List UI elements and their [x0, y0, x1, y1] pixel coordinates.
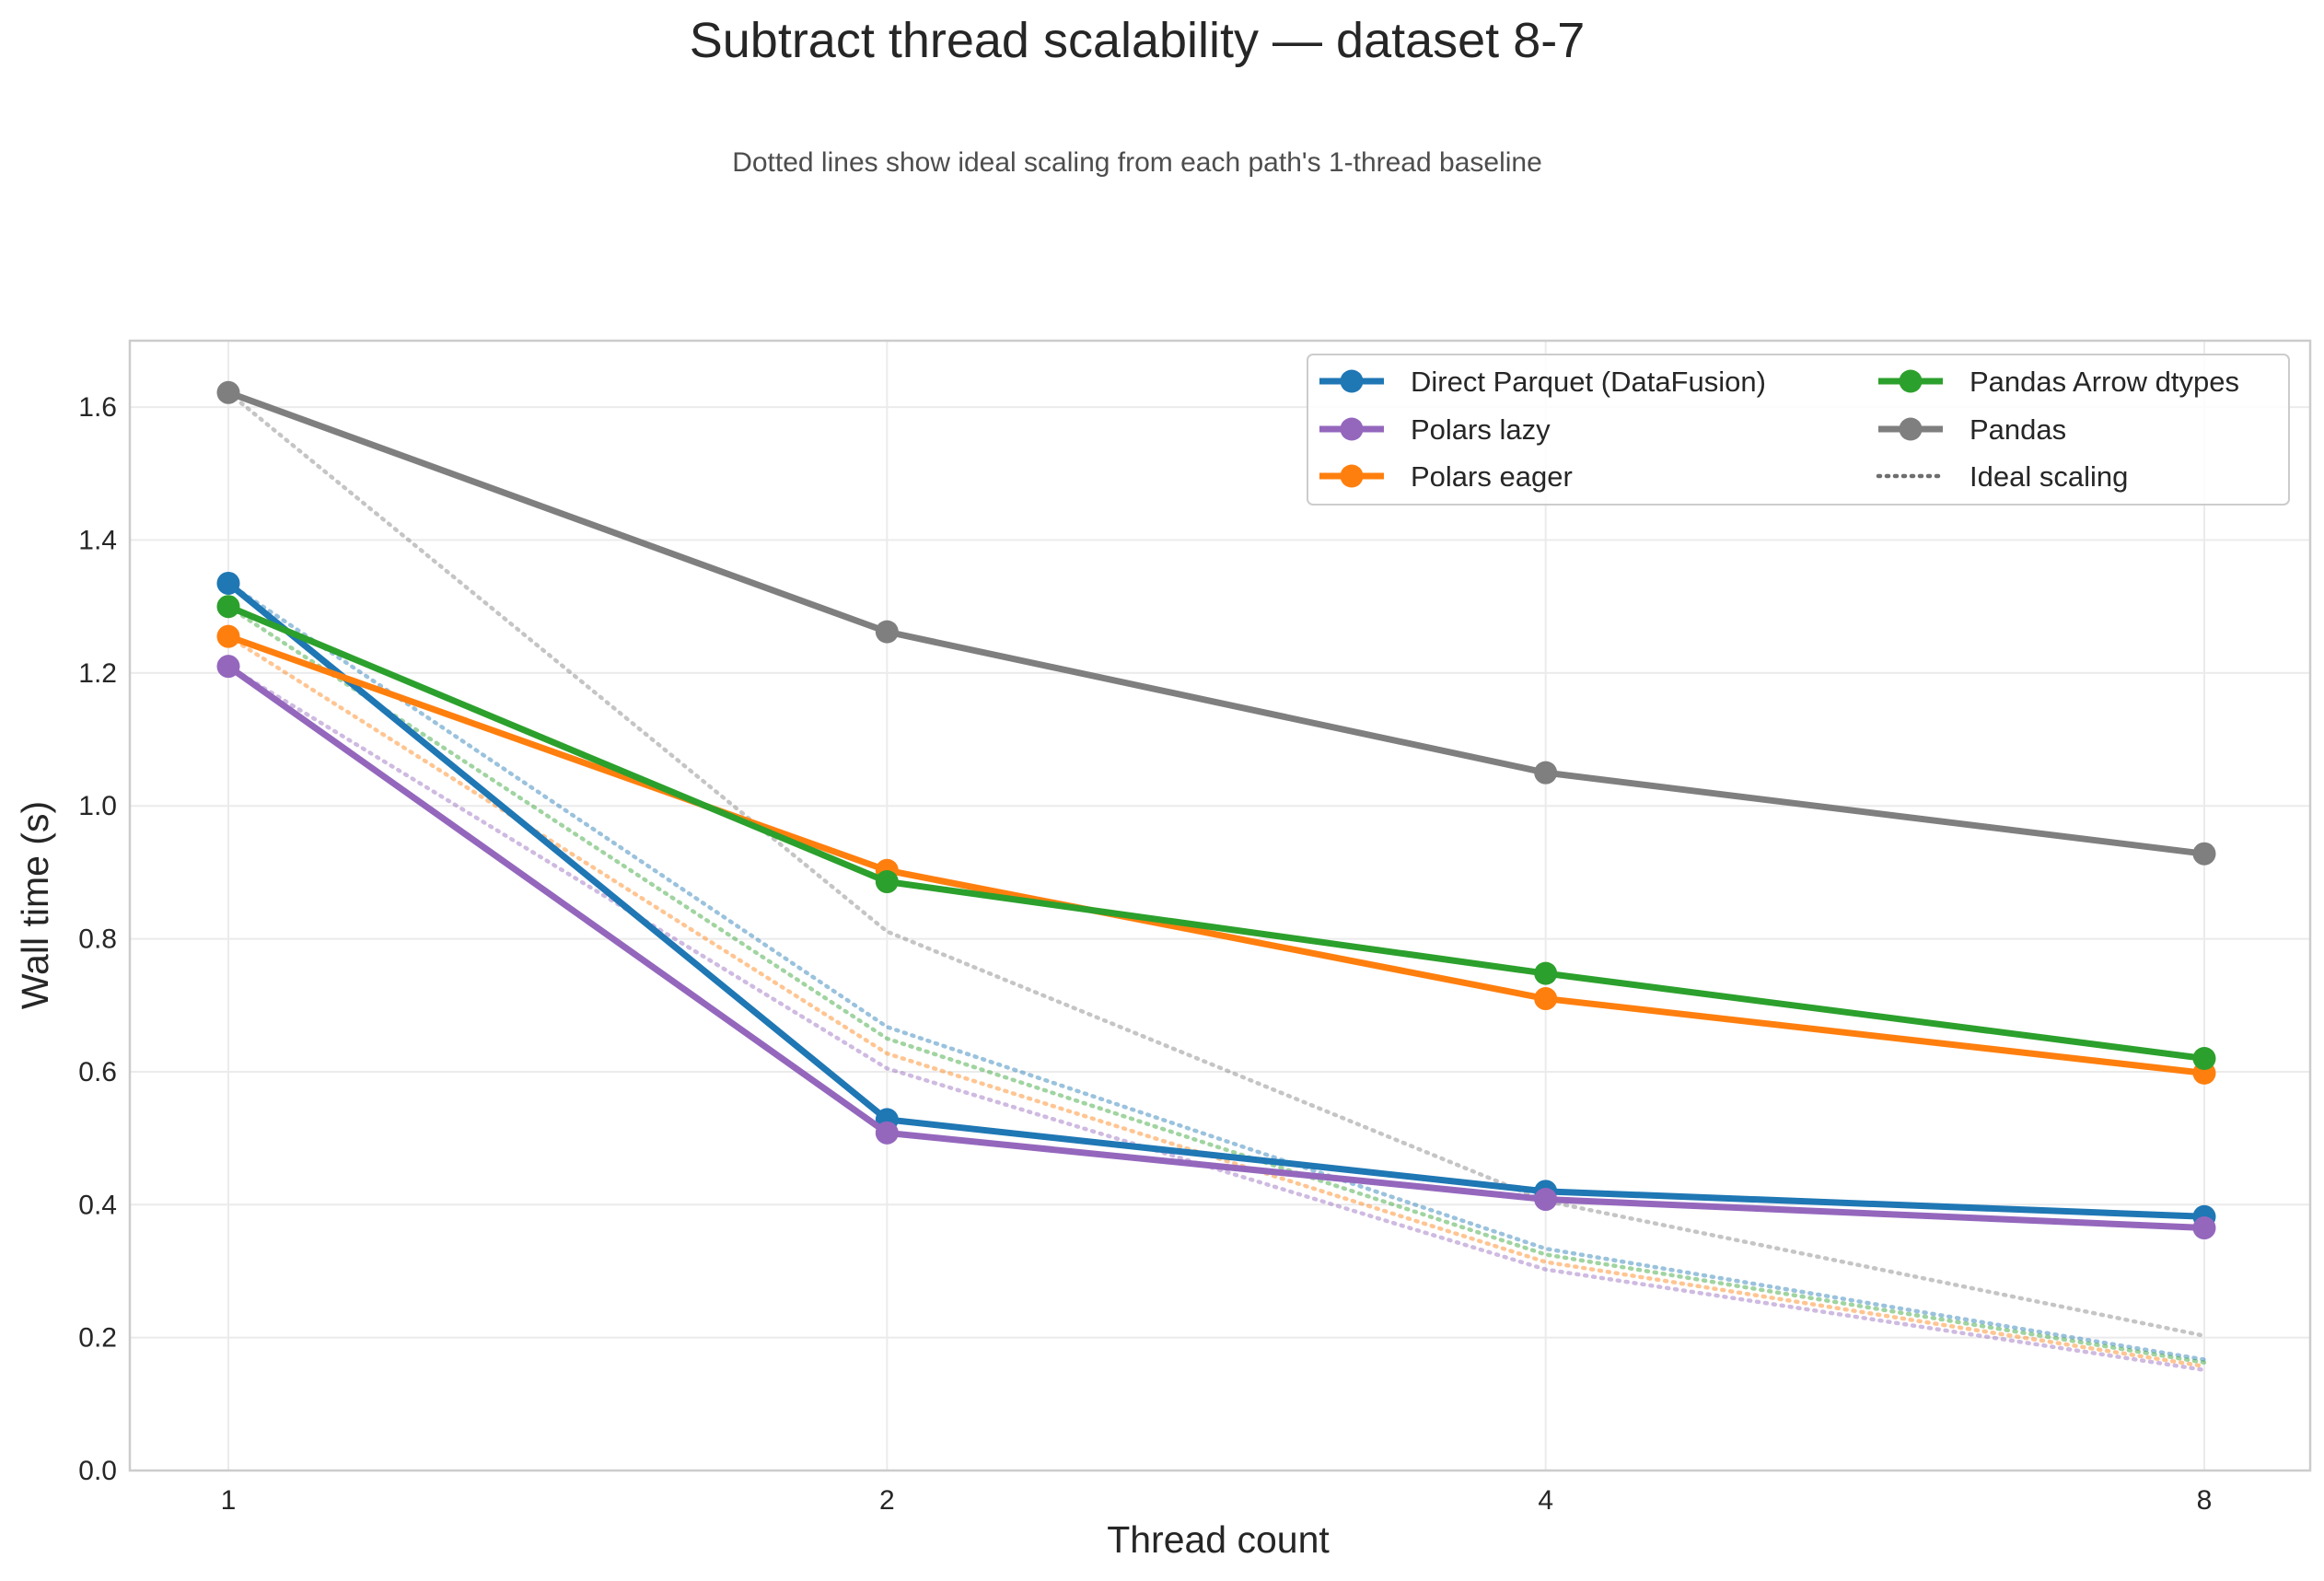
legend-item: Pandas	[1878, 413, 2066, 446]
y-tick-label: 0.2	[78, 1323, 117, 1354]
data-point	[875, 870, 899, 894]
y-tick-label: 0.8	[78, 924, 117, 955]
ideal-line	[226, 581, 2207, 1362]
data-point	[2192, 1047, 2216, 1071]
y-tick-label: 0.0	[78, 1456, 117, 1486]
x-tick-label: 8	[2197, 1485, 2213, 1516]
series-line	[227, 633, 2205, 1076]
legend-box	[1307, 354, 2290, 506]
series-0	[216, 571, 2216, 1228]
x-tick-label: 2	[879, 1485, 895, 1516]
data-point	[216, 655, 240, 679]
legend-label: Polars eager	[1411, 460, 1573, 493]
legend-item: Polars eager	[1319, 460, 1573, 493]
data-point	[875, 620, 899, 644]
grid	[130, 341, 2310, 1471]
data-point	[1534, 961, 1558, 985]
series-line	[227, 603, 2205, 1062]
legend-item: Polars lazy	[1319, 413, 1551, 446]
series-2	[216, 624, 2216, 1085]
plot-frame	[128, 339, 2312, 1472]
x-tick-labels: 1 2 4 8	[221, 1485, 2213, 1516]
series-line	[227, 389, 2205, 857]
x-tick-label: 4	[1538, 1485, 1553, 1516]
x-tick-label: 1	[221, 1485, 237, 1516]
y-tick-label: 0.4	[78, 1190, 117, 1220]
legend-label: Pandas Arrow dtypes	[1970, 366, 2239, 398]
legend-item: Direct Parquet (DataFusion)	[1319, 366, 1766, 398]
legend-marker	[1340, 417, 1364, 441]
data-point	[216, 624, 240, 648]
legend-label: Ideal scaling	[1970, 460, 2128, 493]
ideal-line	[226, 390, 2207, 1338]
data-point	[216, 595, 240, 619]
ideal-lines	[226, 390, 2207, 1373]
data-point	[216, 380, 240, 404]
series-lines	[216, 380, 2216, 1240]
ideal-line	[226, 604, 2207, 1365]
chart-subtitle: Dotted lines show ideal scaling from eac…	[732, 147, 1542, 178]
legend-label: Direct Parquet (DataFusion)	[1411, 366, 1766, 398]
legend: Direct Parquet (DataFusion) Polars lazy Po…	[1307, 354, 2290, 506]
legend-item-ideal: Ideal scaling	[1876, 460, 2128, 493]
data-point	[2192, 842, 2216, 866]
data-point	[2192, 1216, 2216, 1240]
legend-marker	[1340, 464, 1364, 488]
legend-marker	[1899, 369, 1923, 393]
ideal-line	[226, 664, 2207, 1373]
y-tick-label: 1.2	[78, 658, 117, 689]
legend-label: Polars lazy	[1411, 413, 1551, 446]
y-tick-labels: 0.0 0.2 0.4 0.6 0.8 1.0 1.2 1.4 1.6	[78, 392, 117, 1486]
y-tick-label: 1.0	[78, 791, 117, 821]
legend-marker	[1340, 369, 1364, 393]
data-point	[1534, 761, 1558, 785]
data-point	[216, 571, 240, 595]
ideal-line	[226, 634, 2207, 1369]
series-1	[216, 655, 2216, 1240]
chart-title: Subtract thread scalability — dataset 8-…	[690, 13, 1586, 68]
series-line	[226, 580, 2205, 1220]
y-tick-label: 1.6	[78, 392, 117, 423]
x-axis-label: Thread count	[1107, 1518, 1330, 1561]
data-point	[1534, 987, 1558, 1011]
plot-area	[128, 339, 2312, 1472]
data-point	[875, 1121, 899, 1145]
series-4	[216, 380, 2216, 866]
data-point	[1534, 1188, 1558, 1212]
y-axis-label: Wall time (s)	[14, 801, 56, 1009]
y-tick-label: 1.4	[78, 526, 117, 556]
legend-marker	[1899, 417, 1923, 441]
legend-item: Pandas Arrow dtypes	[1878, 366, 2239, 398]
series-line	[226, 663, 2205, 1232]
legend-label: Pandas	[1970, 413, 2066, 446]
series-3	[216, 595, 2216, 1071]
y-tick-label: 0.6	[78, 1057, 117, 1087]
